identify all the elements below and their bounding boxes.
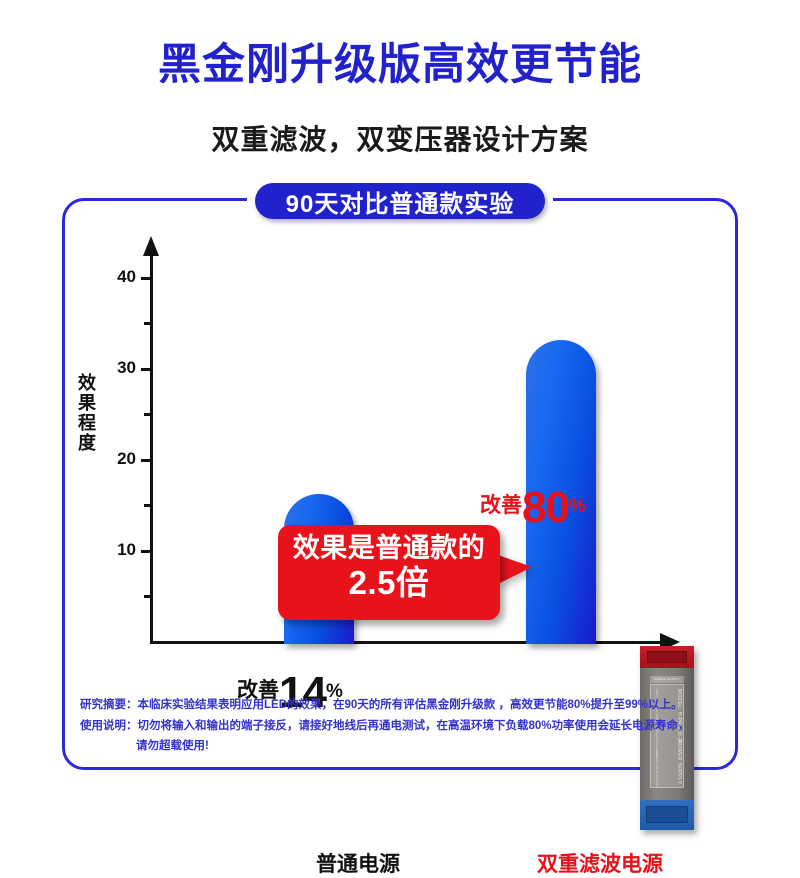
note-row-research: 研究摘要： 本临床实验结果表明应用LED的效果，在90天的所有评估黑金刚升级款 … bbox=[80, 699, 728, 712]
y-tick-label-10: 10 bbox=[117, 540, 136, 559]
y-tick-minor-25 bbox=[144, 413, 153, 416]
bar-label-normal-power: 改善14% bbox=[237, 668, 343, 718]
multiplier-callout: 效果是普通款的 2.5倍 bbox=[278, 525, 500, 620]
bar-label-premium-suffix: % bbox=[568, 496, 586, 517]
bar-dual-filter-power bbox=[526, 340, 596, 644]
y-axis-line bbox=[150, 253, 153, 643]
note-label-usage: 使用说明： bbox=[80, 719, 138, 732]
experiment-badge: 90天对比普通款实验 bbox=[255, 183, 545, 219]
multiplier-callout-line1: 效果是普通款的 bbox=[292, 533, 486, 563]
y-tick-minor-15 bbox=[144, 504, 153, 507]
bar-label-normal-value: 14 bbox=[279, 668, 327, 717]
x-axis-line bbox=[150, 641, 662, 644]
y-tick-label-wrap-10: 10 bbox=[90, 540, 136, 559]
product-supply-text: POWER SUPPLY bbox=[676, 739, 682, 784]
product-brand-strip: POWER SUPPLY bbox=[650, 676, 684, 683]
y-tick-label-40: 40 bbox=[117, 267, 136, 286]
bar-label-dual-filter-power: 改善80% bbox=[480, 483, 586, 533]
product-warning-text: WARNING: RISK OF ELECTRIC SHOCK DO NOT O… bbox=[654, 750, 658, 788]
product-spec-label: MODEL: H-PR 200-24 POWER SUPPLY INPUT: A… bbox=[650, 684, 684, 788]
y-tick-label-wrap-20: 20 bbox=[90, 449, 136, 468]
product-body bbox=[640, 668, 694, 800]
product-model-text: MODEL: H-PR 200-24 bbox=[676, 689, 682, 745]
footer-notes: 研究摘要： 本临床实验结果表明应用LED的效果，在90天的所有评估黑金刚升级款 … bbox=[80, 699, 728, 753]
page-title: 黑金刚升级版高效更节能 bbox=[158, 41, 642, 89]
bar-chart: 40 30 20 10 效果程度 改善14% 改善80% bbox=[62, 198, 738, 876]
y-tick-label-30: 30 bbox=[117, 358, 136, 377]
bar-label-premium-value: 80 bbox=[522, 483, 570, 532]
y-tick-label-wrap-30: 30 bbox=[90, 358, 136, 377]
y-tick-major-40 bbox=[141, 277, 153, 280]
page-subtitle: 双重滤波，双变压器设计方案 bbox=[211, 124, 589, 155]
y-axis-arrow-icon bbox=[143, 236, 159, 256]
y-tick-minor-5 bbox=[144, 595, 153, 598]
product-spec-text: INPUT: AC100-240V 50/60Hz OUTPUT: DC24V … bbox=[654, 689, 658, 758]
bar-label-normal-suffix: % bbox=[325, 681, 343, 702]
y-tick-major-30 bbox=[141, 368, 153, 371]
note-label-research: 研究摘要： bbox=[80, 699, 138, 711]
product-input-terminal bbox=[647, 651, 687, 663]
y-tick-label-20: 20 bbox=[117, 449, 136, 468]
product-output-terminal bbox=[646, 806, 688, 823]
y-tick-label-wrap-40: 40 bbox=[90, 267, 136, 286]
note-row-usage: 使用说明： 切勿将输入和输出的端子接反，请接好地线后再通电测试，在高温环境下负载… bbox=[80, 719, 728, 753]
x-category-label-normal: 普通电源 bbox=[316, 853, 400, 876]
y-axis-title: 效果程度 bbox=[78, 373, 96, 454]
x-category-label-dual-filter: 双重滤波电源 bbox=[537, 853, 663, 876]
poster-root: 黑金刚升级版高效更节能 双重滤波，双变压器设计方案 90天对比普通款实验 40 … bbox=[62, 41, 738, 876]
product-top-cap bbox=[640, 646, 694, 668]
note-text-usage: 切勿将输入和输出的端子接反，请接好地线后再通电测试，在高温环境下负载80%功率使… bbox=[137, 719, 690, 732]
y-tick-minor-35 bbox=[144, 322, 153, 325]
callout-tail-icon bbox=[498, 555, 532, 584]
multiplier-callout-line2: 2.5倍 bbox=[348, 564, 430, 602]
note-text-research: 本临床实验结果表明应用LED的效果，在90天的所有评估黑金刚升级款 ，高效更节能… bbox=[137, 699, 683, 711]
bar-label-normal-prefix: 改善 bbox=[237, 679, 279, 702]
experiment-badge-label: 90天对比普通款实验 bbox=[285, 190, 515, 218]
bar-label-premium-prefix: 改善 bbox=[480, 494, 522, 517]
y-tick-major-10 bbox=[141, 550, 153, 553]
note-text-usage-continuation: 请勿超载使用! bbox=[136, 740, 209, 752]
y-tick-major-20 bbox=[141, 459, 153, 462]
